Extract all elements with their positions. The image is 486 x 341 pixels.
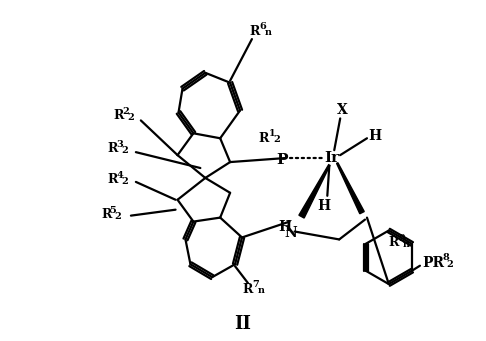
Text: Ir: Ir (325, 151, 340, 165)
Text: 1: 1 (268, 129, 275, 138)
Text: N: N (284, 226, 297, 240)
Text: II: II (235, 315, 251, 333)
Text: 6: 6 (260, 22, 266, 31)
Text: P: P (276, 153, 287, 167)
Text: 9: 9 (399, 234, 405, 243)
Text: 4: 4 (117, 172, 123, 180)
Text: H: H (278, 220, 291, 234)
Text: 2: 2 (127, 113, 134, 122)
Text: 8: 8 (443, 253, 450, 262)
Text: R: R (101, 208, 111, 221)
Text: H: H (318, 199, 331, 213)
Text: n: n (258, 285, 264, 295)
Text: R: R (108, 174, 118, 187)
Text: X: X (337, 103, 347, 117)
Text: R: R (243, 283, 253, 296)
Text: 2: 2 (122, 107, 129, 116)
Text: R: R (108, 142, 118, 155)
Text: n: n (403, 240, 410, 249)
Text: R: R (250, 25, 260, 38)
Text: H: H (368, 129, 382, 143)
Text: R: R (114, 109, 124, 122)
Text: 2: 2 (273, 135, 280, 144)
Text: 3: 3 (117, 140, 123, 149)
Polygon shape (337, 163, 364, 214)
Polygon shape (299, 165, 330, 218)
Text: R: R (259, 132, 269, 145)
Text: 2: 2 (447, 260, 453, 269)
Text: PR: PR (422, 256, 444, 270)
Text: 5: 5 (110, 206, 117, 215)
Text: R: R (389, 236, 399, 249)
Text: n: n (264, 28, 271, 36)
Text: 2: 2 (122, 146, 128, 155)
Text: 2: 2 (115, 212, 122, 221)
Text: 7: 7 (253, 280, 259, 288)
Text: 2: 2 (122, 177, 128, 187)
